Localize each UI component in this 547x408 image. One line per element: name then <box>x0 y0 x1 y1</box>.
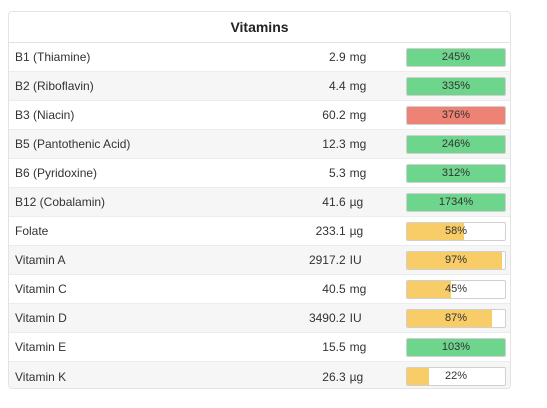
percent-cell: 22% <box>376 367 510 386</box>
percent-label: 312% <box>441 166 471 179</box>
percent-label: 335% <box>441 79 471 92</box>
vitamin-amount: 5.3 <box>328 166 346 180</box>
vitamin-row: B5 (Pantothenic Acid) 12.3 mg 246% <box>9 130 510 159</box>
percent-label: 103% <box>441 340 471 353</box>
percent-bar: 97% <box>406 250 506 270</box>
percent-label: 45% <box>444 282 468 295</box>
vitamin-name: Vitamin D <box>15 311 67 325</box>
vitamin-row: Vitamin D 3490.2 IU 87% <box>9 304 510 333</box>
percent-cell: 246% <box>376 134 510 154</box>
percent-bar-fill <box>407 368 429 385</box>
percent-bar: 45% <box>406 279 506 299</box>
percent-bar: 103% <box>406 337 506 357</box>
vitamin-unit: mg <box>349 282 367 296</box>
percent-label: 246% <box>441 137 471 150</box>
vitamin-amount: 4.4 <box>328 79 346 93</box>
vitamin-amount: 41.6 <box>322 195 346 209</box>
percent-bar-fill <box>407 222 464 240</box>
percent-cell: 58% <box>376 221 510 241</box>
vitamin-row: B2 (Riboflavin) 4.4 mg 335% <box>9 72 510 101</box>
vitamin-amount: 40.5 <box>322 282 346 296</box>
percent-bar-fill <box>407 135 505 153</box>
vitamin-row: Folate 233.1 µg 58% <box>9 217 510 246</box>
percent-cell: 312% <box>376 163 510 183</box>
percent-cell: 376% <box>376 105 510 125</box>
vitamin-row: B3 (Niacin) 60.2 mg 376% <box>9 101 510 130</box>
vitamin-row: Vitamin K 26.3 µg 22% <box>9 362 510 388</box>
vitamin-name: B12 (Cobalamin) <box>15 195 106 209</box>
percent-bar-fill <box>407 309 493 327</box>
percent-bar-fill <box>407 164 505 182</box>
vitamin-name: Folate <box>15 224 49 238</box>
vitamin-unit: IU <box>349 253 362 267</box>
panel-title: Vitamins <box>9 12 510 43</box>
vitamin-amount: 233.1 <box>315 224 346 238</box>
percent-cell: 335% <box>376 76 510 96</box>
percent-label: 87% <box>444 311 468 324</box>
percent-label: 1734% <box>438 195 474 208</box>
percent-cell: 245% <box>376 47 510 67</box>
vitamin-unit: IU <box>349 311 362 325</box>
vitamin-amount: 2.9 <box>328 50 346 64</box>
percent-bar: 335% <box>406 76 506 96</box>
percent-cell: 45% <box>376 279 510 299</box>
vitamin-row: B1 (Thiamine) 2.9 mg 245% <box>9 43 510 72</box>
percent-bar-fill <box>407 77 505 95</box>
percent-bar: 22% <box>406 367 506 386</box>
percent-label: 245% <box>441 50 471 63</box>
vitamin-name: B6 (Pyridoxine) <box>15 166 98 180</box>
vitamin-amount: 15.5 <box>322 340 346 354</box>
percent-bar-fill <box>407 251 503 269</box>
vitamins-panel: Vitamins B1 (Thiamine) 2.9 mg 245% B2 (R… <box>8 11 511 389</box>
vitamin-unit: µg <box>349 369 364 384</box>
percent-label: 376% <box>441 108 471 121</box>
vitamin-amount: 12.3 <box>322 137 346 151</box>
vitamin-list: B1 (Thiamine) 2.9 mg 245% B2 (Riboflavin… <box>9 43 510 388</box>
percent-bar-fill <box>407 338 505 356</box>
percent-bar-fill <box>407 48 505 66</box>
vitamin-amount: 60.2 <box>322 108 346 122</box>
vitamin-amount: 2917.2 <box>308 253 346 267</box>
vitamin-row: B6 (Pyridoxine) 5.3 mg 312% <box>9 159 510 188</box>
vitamin-name: B3 (Niacin) <box>15 108 75 122</box>
vitamin-row: B12 (Cobalamin) 41.6 µg 1734% <box>9 188 510 217</box>
percent-bar: 58% <box>406 221 506 241</box>
percent-cell: 87% <box>376 308 510 328</box>
percent-cell: 103% <box>376 337 510 357</box>
percent-bar: 1734% <box>406 192 506 212</box>
vitamin-row: Vitamin A 2917.2 IU 97% <box>9 246 510 275</box>
vitamin-unit: mg <box>349 137 367 151</box>
percent-bar-fill <box>407 193 505 211</box>
percent-label: 97% <box>444 253 468 266</box>
percent-label: 58% <box>444 224 468 237</box>
percent-label: 22% <box>444 370 468 382</box>
percent-bar-fill <box>407 106 505 124</box>
vitamin-unit: mg <box>349 50 367 64</box>
vitamin-name: Vitamin E <box>15 340 67 354</box>
percent-cell: 1734% <box>376 192 510 212</box>
vitamin-row: Vitamin E 15.5 mg 103% <box>9 333 510 362</box>
percent-bar: 312% <box>406 163 506 183</box>
vitamin-row: Vitamin C 40.5 mg 45% <box>9 275 510 304</box>
vitamin-name: Vitamin C <box>15 282 67 296</box>
vitamin-amount: 3490.2 <box>308 311 346 325</box>
vitamin-name: Vitamin A <box>15 253 66 267</box>
percent-bar: 246% <box>406 134 506 154</box>
vitamin-amount: 26.3 <box>322 369 346 384</box>
vitamin-name: B1 (Thiamine) <box>15 50 91 64</box>
vitamin-unit: mg <box>349 79 367 93</box>
vitamin-name: B5 (Pantothenic Acid) <box>15 137 131 151</box>
vitamin-unit: µg <box>349 224 364 238</box>
vitamin-name: B2 (Riboflavin) <box>15 79 94 93</box>
percent-cell: 97% <box>376 250 510 270</box>
percent-bar: 245% <box>406 47 506 67</box>
vitamin-unit: mg <box>349 340 367 354</box>
vitamin-unit: mg <box>349 108 367 122</box>
percent-bar: 87% <box>406 308 506 328</box>
percent-bar: 376% <box>406 105 506 125</box>
vitamin-unit: mg <box>349 166 367 180</box>
vitamin-name: Vitamin K <box>15 369 67 384</box>
percent-bar-fill <box>407 280 452 298</box>
vitamin-unit: µg <box>349 195 364 209</box>
